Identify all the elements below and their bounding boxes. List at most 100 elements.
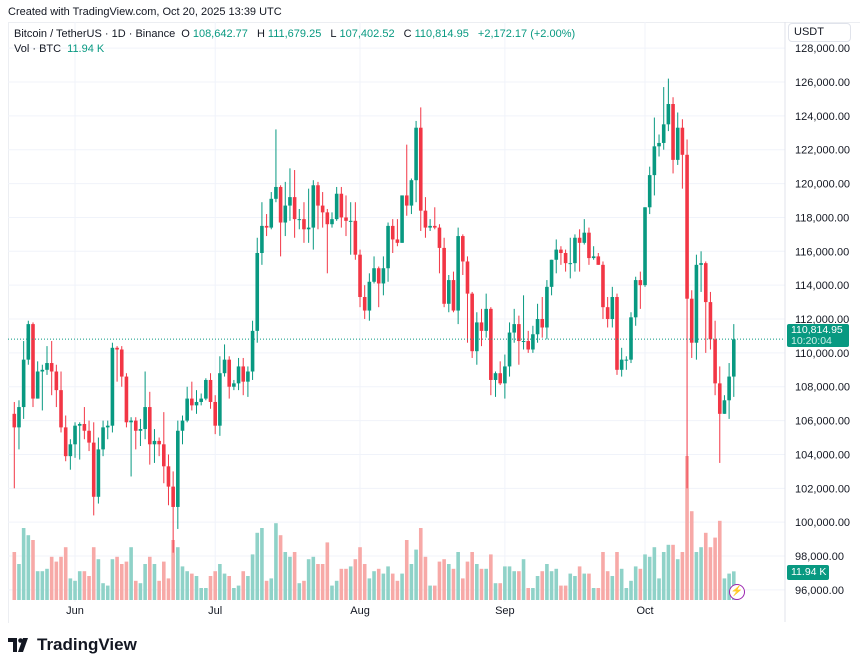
volume-bar xyxy=(442,559,446,600)
time-axis: Jun Jul Aug Sep Oct xyxy=(66,605,653,617)
candle-body xyxy=(119,349,124,377)
lightning-icon[interactable]: ⚡ xyxy=(729,584,745,600)
volume-bar xyxy=(213,571,217,600)
candle-body xyxy=(465,261,470,294)
close-value: C 110,814.95 xyxy=(404,28,472,40)
volume-bar xyxy=(661,552,666,600)
candle-body xyxy=(591,256,596,259)
volume-bar xyxy=(540,571,545,600)
volume-bar xyxy=(227,576,232,600)
candle-body xyxy=(26,324,31,360)
volume-bar xyxy=(325,542,330,600)
volume-bar xyxy=(414,549,418,600)
candle-body xyxy=(320,205,325,213)
candle-body xyxy=(311,185,316,228)
candle-body xyxy=(162,444,166,467)
volume-bar xyxy=(666,544,671,600)
candle-body xyxy=(91,442,96,497)
high-value: H 111,679.25 xyxy=(257,28,324,40)
volume-bar xyxy=(68,578,73,600)
candle-body xyxy=(372,268,376,282)
price-tick-label: 116,000.00 xyxy=(795,246,849,258)
candle-body xyxy=(409,180,414,206)
bar-countdown: 10:20:04 xyxy=(791,334,832,347)
volume-bar xyxy=(409,564,414,600)
last-volume-label: 11.94 K xyxy=(787,565,829,580)
volume-bar xyxy=(63,547,68,600)
volume-bar xyxy=(306,559,311,600)
candle-body xyxy=(218,373,222,426)
candle-body xyxy=(404,195,409,206)
volume-bar xyxy=(671,544,675,600)
price-tick-label: 112,000.00 xyxy=(795,314,849,326)
candle-body xyxy=(423,210,428,228)
volume-bar xyxy=(381,573,386,600)
volume-bar xyxy=(390,573,395,600)
price-tick-label: 122,000.00 xyxy=(795,145,850,157)
volume-bar xyxy=(404,540,409,600)
candle-body xyxy=(59,390,63,428)
volume-bar xyxy=(629,580,633,600)
volume-bar xyxy=(554,568,559,600)
volume-bar xyxy=(91,547,96,600)
volume-bar xyxy=(577,566,582,600)
volume-bar xyxy=(652,547,657,600)
volume-bar xyxy=(694,552,699,600)
volume-bar xyxy=(49,556,54,600)
volume-bar xyxy=(376,568,381,600)
volume-bar xyxy=(638,568,643,600)
candle-body xyxy=(699,263,703,265)
volume-bar xyxy=(601,552,605,600)
price-tick-label: 96,000.00 xyxy=(795,585,844,597)
volume-bar xyxy=(199,588,203,600)
volume-bar xyxy=(348,566,353,600)
candle-body xyxy=(610,297,615,320)
volume-bar xyxy=(17,564,21,600)
price-tick-label: 106,000.00 xyxy=(795,416,850,428)
volume-bar xyxy=(101,583,105,600)
volume-bar xyxy=(484,568,488,600)
volume-bar xyxy=(119,564,124,600)
candle-body xyxy=(176,430,180,507)
volume-bar xyxy=(250,554,255,600)
volume-bar xyxy=(40,571,45,600)
volume-row: Vol · BTC 11.94 K xyxy=(14,42,578,57)
volume-bar xyxy=(493,583,498,600)
volume-bar xyxy=(264,580,269,600)
candle-body xyxy=(236,366,241,384)
volume-bar xyxy=(171,540,175,600)
volume-bar xyxy=(31,540,35,600)
created-with-caption: Created with TradingView.com, Oct 20, 20… xyxy=(8,6,282,18)
volume-bar xyxy=(428,585,432,600)
volume-bar xyxy=(12,552,17,600)
volume-bar xyxy=(503,566,507,600)
volume-bar xyxy=(255,532,260,600)
candle-body xyxy=(362,297,367,311)
volume-bar xyxy=(241,571,246,600)
candle-body xyxy=(250,330,255,372)
candle-body xyxy=(577,237,582,243)
volume-bar xyxy=(563,585,568,600)
volume-bar xyxy=(489,554,493,600)
volume-bar xyxy=(367,578,372,600)
volume-bar xyxy=(152,564,157,600)
volume-bar xyxy=(147,556,152,600)
candle-body xyxy=(675,127,680,160)
volume-label[interactable]: Vol · BTC xyxy=(14,43,62,55)
volume-bars xyxy=(12,456,736,600)
volume-bar xyxy=(713,537,717,600)
candle-body xyxy=(264,225,269,228)
volume-bar xyxy=(110,559,115,600)
candle-body xyxy=(521,341,526,343)
candle-body xyxy=(563,252,568,264)
price-tick-label: 104,000.00 xyxy=(795,449,850,461)
currency-button[interactable]: USDT xyxy=(788,23,851,42)
symbol-title[interactable]: Bitcoin / TetherUS · 1D · Binance xyxy=(14,28,176,40)
volume-bar xyxy=(475,564,479,600)
candle-body xyxy=(470,293,474,352)
volume-bar xyxy=(124,561,129,600)
candle-body xyxy=(297,219,302,221)
candle-body xyxy=(82,423,87,431)
time-tick-label: Aug xyxy=(350,605,370,617)
